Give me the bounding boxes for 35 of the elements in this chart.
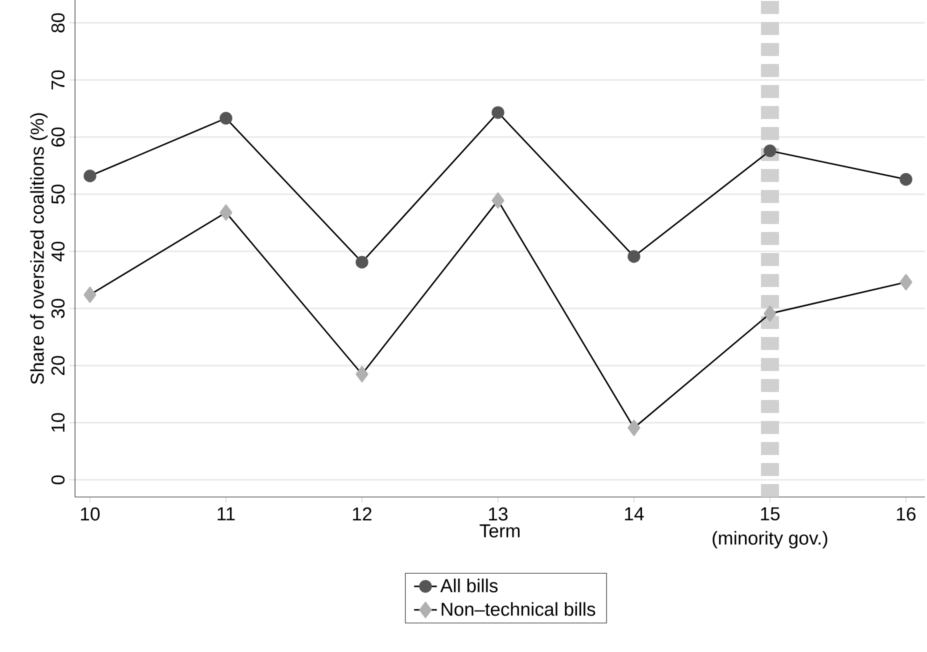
x-tick-label: 13 <box>489 507 508 521</box>
x-tick-label: 15 <box>761 507 780 520</box>
y-tick-label: 30 <box>51 298 65 318</box>
point <box>628 250 640 263</box>
point <box>84 286 96 303</box>
x-tick-label: 10 <box>81 507 100 521</box>
y-tick-label: 0 <box>51 475 65 484</box>
x-axis-title: Term <box>480 524 520 538</box>
legend-label: All bills <box>440 578 498 592</box>
point <box>764 144 776 158</box>
y-axis-title: Share of oversized coalitions (%) <box>30 113 48 384</box>
y-tick-label: 50 <box>51 184 65 204</box>
point <box>492 106 504 119</box>
point <box>900 274 912 290</box>
point <box>900 173 912 186</box>
legend-label: Non–technical bills <box>442 602 596 616</box>
x-tick-label: 16 <box>897 507 916 521</box>
y-tick-label: 60 <box>51 127 65 147</box>
point <box>356 256 368 269</box>
x-tick-label: 11 <box>218 507 235 520</box>
point <box>84 170 96 182</box>
point <box>628 420 640 436</box>
y-tick-label: 10 <box>51 413 65 432</box>
point <box>764 305 776 322</box>
point <box>220 112 232 125</box>
y-tick-label: 40 <box>51 242 65 262</box>
point <box>492 192 504 209</box>
x-tick-label: 14 <box>625 507 644 520</box>
x-tick-label: 12 <box>353 507 372 520</box>
y-tick-label: 20 <box>51 356 65 376</box>
y-tick-label: 70 <box>51 70 65 90</box>
ref-line-label: (minority gov.) <box>712 531 828 548</box>
point <box>356 366 368 382</box>
y-tick-label: 80 <box>51 13 65 32</box>
point <box>220 204 232 221</box>
